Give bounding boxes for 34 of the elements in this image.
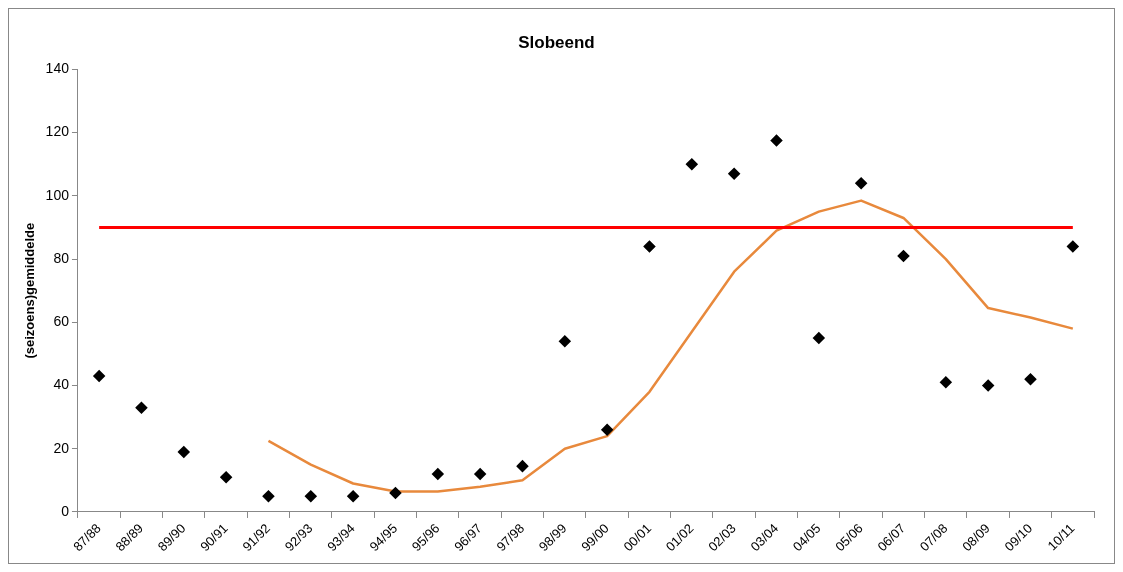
point (982, 379, 994, 392)
point (178, 446, 190, 458)
point (93, 370, 105, 382)
point (347, 490, 359, 502)
y-tick-label: 20 (53, 439, 70, 456)
point (643, 240, 656, 253)
y-tick-label: 120 (45, 123, 70, 140)
y-tick-label: 100 (45, 186, 70, 203)
chart-title: Slobeend (518, 32, 595, 52)
point (1024, 373, 1037, 385)
y-tick-label: 140 (45, 60, 70, 77)
point (601, 424, 613, 436)
point (728, 167, 740, 180)
point (770, 134, 783, 147)
point (135, 401, 148, 414)
point (855, 177, 867, 189)
point (559, 335, 571, 348)
y-axis-title: (seizoens)gemiddelde (22, 222, 38, 359)
y-tick-label: 40 (53, 376, 70, 393)
y-tick-label: 60 (53, 313, 70, 330)
point (686, 158, 698, 170)
point (220, 471, 232, 483)
point (432, 468, 444, 480)
y-tick-label: 80 (53, 249, 70, 266)
y-tick-label: 0 (61, 502, 70, 519)
point (897, 250, 910, 262)
point (813, 332, 825, 344)
point (389, 487, 402, 499)
point (1067, 240, 1079, 253)
point (940, 376, 952, 389)
point (516, 460, 529, 472)
point (474, 468, 486, 480)
point (305, 490, 317, 502)
point (262, 490, 275, 502)
